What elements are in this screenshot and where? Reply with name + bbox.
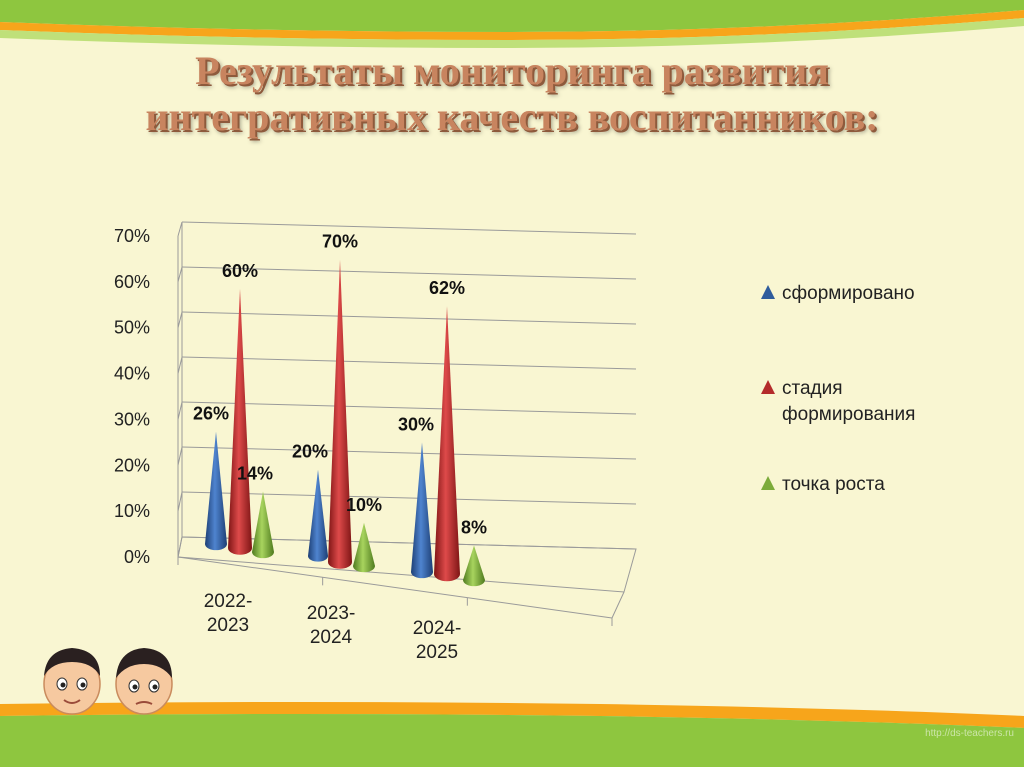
grid-line <box>181 356 637 370</box>
slide-title-line-2: интегративных качеств воспитанников: <box>145 94 879 139</box>
bottom-orange-stripe <box>0 702 1024 728</box>
grid-line-side <box>177 311 183 328</box>
legend-item: стадия формирования <box>761 378 915 425</box>
cone-mark <box>434 306 460 582</box>
legend: сформировано стадия формирования точка рост… <box>761 283 915 495</box>
x-tick-label: 2022-2023 <box>204 591 253 636</box>
grid-line <box>181 491 637 505</box>
legend-label: стадия формирования <box>782 378 915 425</box>
x-tick-label: 2024-2025 <box>413 618 462 663</box>
grid-line-side <box>177 356 183 374</box>
grid-line-side <box>177 491 183 512</box>
bottom-green-band <box>0 714 1024 767</box>
x-tick-label: 2023-2024 <box>307 603 356 648</box>
data-label: 70% <box>322 232 358 252</box>
legend-swatch <box>761 380 775 394</box>
cone-mark <box>252 491 274 559</box>
legend-item: точка роста <box>761 474 885 495</box>
chart-marks <box>205 259 485 587</box>
y-tick-label: 10% <box>114 501 150 521</box>
cone-mark <box>463 545 485 587</box>
grid-line-side <box>177 401 183 420</box>
legend-swatch <box>761 476 775 490</box>
grid-line <box>181 311 637 325</box>
grid-line-side <box>177 266 183 282</box>
top-green-stripe <box>0 18 1024 48</box>
legend-item: сформировано <box>761 283 915 304</box>
x-axis-line <box>177 556 613 619</box>
top-orange-stripe <box>0 10 1024 40</box>
boy-avatar-right <box>115 648 173 715</box>
floor-edge <box>611 591 625 619</box>
y-tick-label: 50% <box>114 318 150 338</box>
x-axis: 2022-2023 2023-2024 2024-2025 <box>204 591 462 663</box>
data-label: 20% <box>292 442 328 462</box>
legend-label: сформировано <box>782 283 915 304</box>
data-label: 30% <box>398 414 434 434</box>
y-tick-label: 20% <box>114 455 150 475</box>
data-label: 10% <box>346 495 382 515</box>
data-label: 62% <box>429 278 465 298</box>
y-tick-label: 30% <box>114 409 150 429</box>
cone-mark <box>228 288 252 555</box>
grid-line-side <box>177 221 183 237</box>
legend-swatch <box>761 285 775 299</box>
data-label: 14% <box>237 464 273 484</box>
data-label: 8% <box>461 517 487 537</box>
y-tick-label: 0% <box>124 547 150 567</box>
grid-line-side <box>177 446 183 466</box>
boy-avatar-left <box>43 648 101 715</box>
grid-line <box>181 401 637 415</box>
watermark: http://ds-teachers.ru <box>925 728 1014 739</box>
y-tick-label: 40% <box>114 364 150 384</box>
cone-mark <box>353 522 375 573</box>
grid-line <box>181 446 637 460</box>
cone-mark <box>205 431 227 551</box>
y-tick-label: 70% <box>114 226 150 246</box>
cone-mark <box>328 259 352 569</box>
data-labels: 26% 20% 30% 60% 70% 62% 14% 10% 8% <box>193 232 487 538</box>
slide-title-line-1: Результаты мониторинга развития <box>195 48 829 93</box>
grid-line <box>181 266 637 280</box>
data-label: 26% <box>193 404 229 424</box>
cone-mark <box>411 442 433 579</box>
slide-title: Результаты мониторинга развития интеграт… <box>0 48 1024 140</box>
y-tick-label: 60% <box>114 272 150 292</box>
cone-mark <box>308 469 328 562</box>
y-axis: 0% 10% 20% 30% 40% 50% 60% 70% <box>114 226 150 567</box>
grid-line <box>181 221 637 235</box>
legend-label: точка роста <box>782 474 885 495</box>
top-green-band <box>0 0 1024 32</box>
data-label: 60% <box>222 261 258 281</box>
